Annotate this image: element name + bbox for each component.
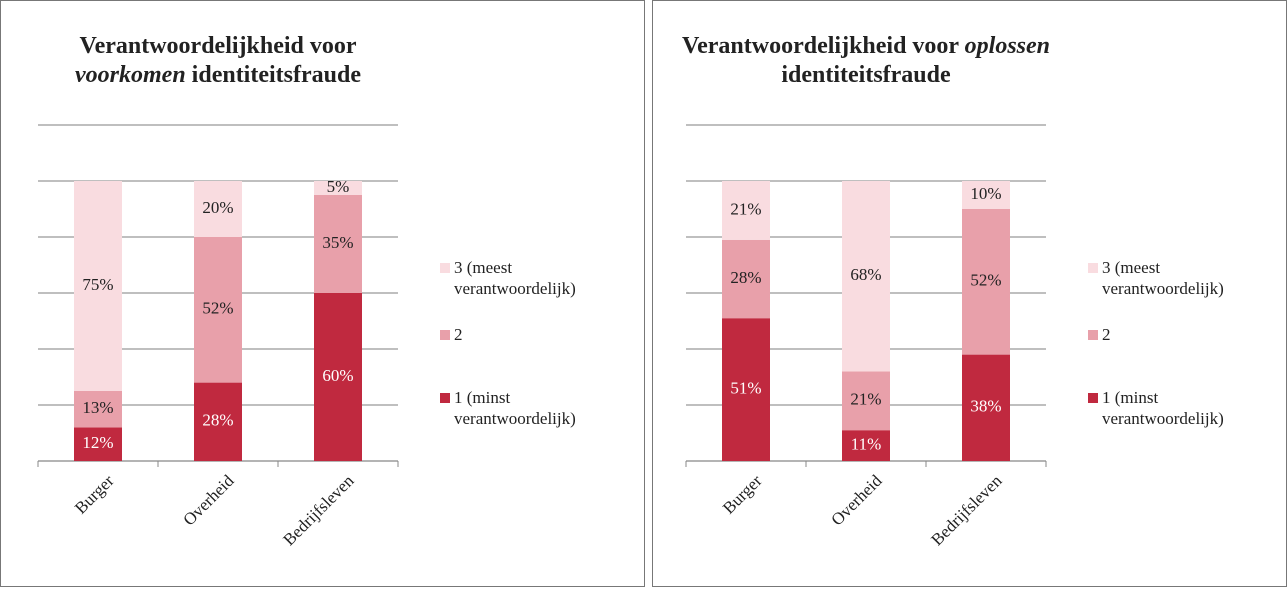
x-tick-label: Overheid [179, 471, 238, 530]
legend-label: 3 (meest verantwoordelijk) [454, 258, 576, 298]
value-label: 21% [730, 199, 761, 218]
legend-swatch [440, 263, 450, 273]
value-label: 75% [82, 275, 113, 294]
bar-segment [74, 391, 122, 428]
value-label: 52% [202, 299, 233, 318]
bar-segment [842, 430, 890, 461]
value-label: 21% [850, 390, 881, 409]
value-label: 51% [730, 379, 761, 398]
legend-label: 3 (meest verantwoordelijk) [1102, 258, 1224, 298]
legend-entry: 2 [1102, 325, 1111, 344]
legend-swatch [440, 330, 450, 340]
bar-segment [74, 181, 122, 391]
bar-segment [194, 181, 242, 237]
value-label: 13% [82, 398, 113, 417]
value-label: 28% [202, 411, 233, 430]
legend-label: 2 [454, 325, 463, 344]
title-part: Verantwoordelijkheid voor [79, 33, 356, 59]
title-part: voorkomen [75, 62, 186, 88]
value-label: 38% [970, 397, 1001, 416]
value-label: 60% [322, 366, 353, 385]
chart-title: identiteitsfraude [781, 62, 951, 88]
legend-label: 1 (minst verantwoordelijk) [454, 388, 576, 428]
bar-segment [722, 239, 770, 319]
x-tick-label: Burger [719, 471, 766, 518]
value-label: 5% [327, 177, 350, 196]
legend-entry: 1 (minst verantwoordelijk) [1102, 388, 1224, 428]
bar-segment [842, 371, 890, 431]
legend-entry: 1 (minst verantwoordelijk) [454, 388, 576, 428]
legend-label: 1 (minst verantwoordelijk) [1102, 388, 1224, 428]
bar-segment [314, 195, 362, 293]
bar-segment [722, 318, 770, 461]
legend-swatch [1088, 393, 1098, 403]
legend-entry: 2 [454, 325, 463, 344]
legend-entry: 3 (meest verantwoordelijk) [454, 258, 576, 298]
value-label: 10% [970, 184, 1001, 203]
x-tick-label: Bedrijfsleven [927, 471, 1006, 550]
bar-segment [194, 237, 242, 383]
title-part: identiteitsfraude [186, 62, 362, 88]
value-label: 20% [202, 198, 233, 217]
title-part: Verantwoordelijkheid voor [682, 33, 965, 59]
bar-segment [722, 181, 770, 240]
title-part: identiteitsfraude [781, 62, 951, 88]
legend-swatch [440, 393, 450, 403]
value-label: 52% [970, 271, 1001, 290]
bar-segment [842, 181, 890, 372]
legend-label: 2 [1102, 325, 1111, 344]
legend-swatch [1088, 330, 1098, 340]
value-label: 35% [322, 233, 353, 252]
bar-segment [962, 354, 1010, 461]
x-tick-label: Burger [71, 471, 118, 518]
value-label: 11% [851, 435, 882, 454]
bar-segment [962, 209, 1010, 355]
bar-segment [74, 427, 122, 461]
bar-segment [314, 181, 362, 195]
chart-title: voorkomen identiteitsfraude [75, 62, 361, 88]
bar-segment [314, 293, 362, 461]
legend-entry: 3 (meest verantwoordelijk) [1102, 258, 1224, 298]
bar-segment [194, 382, 242, 461]
value-label: 28% [730, 268, 761, 287]
value-label: 68% [850, 265, 881, 284]
bar-segment [962, 181, 1010, 209]
chart-title: Verantwoordelijkheid voor [79, 33, 356, 59]
x-tick-label: Overheid [827, 471, 886, 530]
chart-title: Verantwoordelijkheid voor oplossen [682, 33, 1050, 59]
value-label: 12% [82, 433, 113, 452]
title-part: oplossen [965, 33, 1050, 59]
x-tick-label: Bedrijfsleven [279, 471, 358, 550]
legend-swatch [1088, 263, 1098, 273]
